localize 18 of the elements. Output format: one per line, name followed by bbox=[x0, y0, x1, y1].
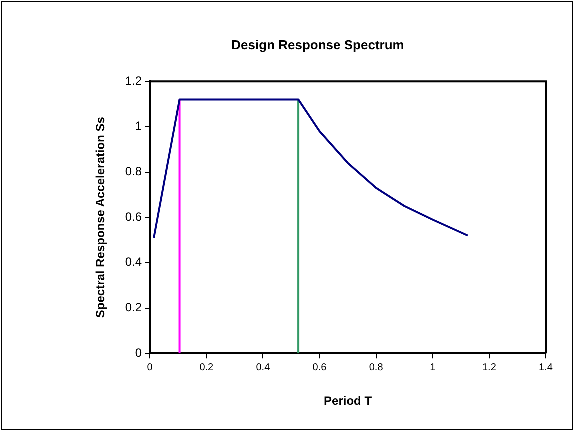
x-tick-label: 0.8 bbox=[369, 362, 384, 374]
y-tick-label: 0.4 bbox=[125, 255, 142, 270]
y-tick-label: 0.8 bbox=[125, 164, 142, 179]
y-tick-label: 1.2 bbox=[125, 74, 142, 88]
x-tick-label: 1.2 bbox=[482, 362, 497, 374]
x-axis-title: Period T bbox=[324, 394, 373, 408]
x-tick-label: 1 bbox=[430, 362, 436, 374]
x-tick-label: 0.4 bbox=[256, 362, 271, 374]
y-tick-label: 0 bbox=[135, 346, 142, 360]
x-tick-label: 0 bbox=[147, 362, 154, 374]
x-tick-label: 0.2 bbox=[200, 362, 214, 374]
y-tick-label: 0.6 bbox=[125, 210, 142, 224]
y-tick-label: 0.2 bbox=[125, 300, 142, 315]
chart-title: Design Response Spectrum bbox=[232, 37, 404, 52]
x-tick-label: 1.4 bbox=[539, 362, 554, 374]
y-tick-label: 1 bbox=[135, 119, 142, 134]
x-tick-label: 0.6 bbox=[312, 362, 328, 374]
y-axis-title: Spectral Response Acceleration Ss bbox=[94, 116, 108, 318]
